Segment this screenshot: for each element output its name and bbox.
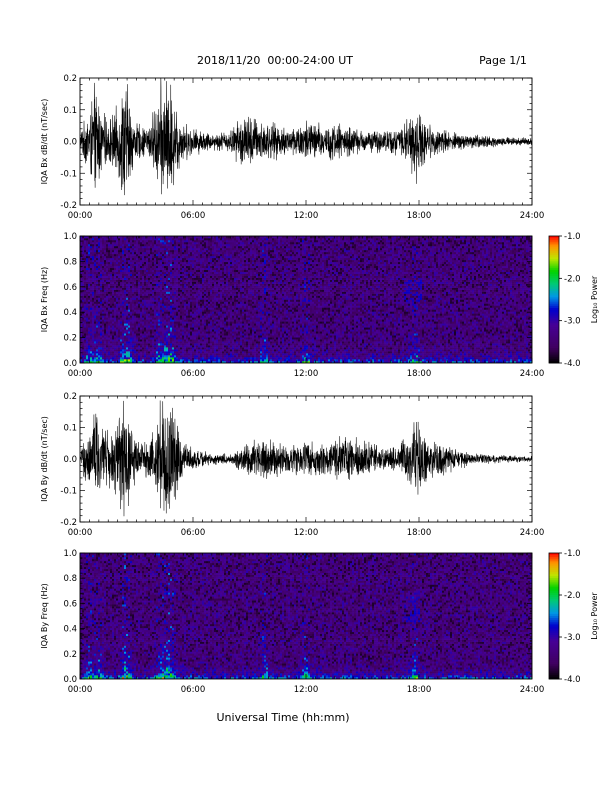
y-tick-label: -0.2 (60, 201, 77, 211)
y-axis-label: IQA By dB/dt (nT/sec) (40, 416, 49, 502)
y-tick-label: 0.0 (63, 138, 77, 148)
x-tick-label: 12:00 (294, 211, 319, 221)
colorbar-frame (548, 552, 560, 680)
colorbar: -1.0 -2.0 -3.0 -4.0 Log₁₀ Power (548, 549, 599, 685)
x-tick-label: 00:00 (68, 685, 93, 695)
colorbar-label: Log₁₀ Power (590, 592, 599, 640)
colorbar: -1.0 -2.0 -3.0 -4.0 Log₁₀ Power (548, 232, 599, 369)
y-tick-label: 0.8 (63, 257, 77, 267)
x-tick-label: 06:00 (181, 369, 206, 379)
x-tick-label: 06:00 (181, 685, 206, 695)
x-tick-label: 12:00 (294, 369, 319, 379)
x-tick-label: 06:00 (181, 528, 206, 538)
colorbar-tick-label: -2.0 (564, 274, 581, 284)
x-tick-label: 24:00 (520, 528, 545, 538)
colorbar-tick-label: -3.0 (564, 633, 581, 643)
x-tick-label: 00:00 (68, 211, 93, 221)
y-tick-label: 0.0 (63, 455, 77, 465)
colorbar-tick-label: -1.0 (564, 549, 581, 559)
y-axis-label: IQA By Freq (Hz) (40, 583, 49, 649)
colorbar-tick-label: -4.0 (564, 359, 581, 369)
y-tick-label: 0.2 (63, 650, 77, 660)
y-tick-label: 0.2 (63, 334, 77, 344)
y-tick-label: 0.2 (63, 74, 77, 84)
y-tick-label: 0.6 (63, 283, 77, 293)
y-tick-label: 0.0 (63, 675, 77, 685)
colorbar-tick-label: -3.0 (564, 317, 581, 327)
colorbar-tick-label: -2.0 (564, 591, 581, 601)
x-tick-label: 24:00 (520, 211, 545, 221)
bx-waveform-panel: 00:00 06:00 12:00 18:00 24:00 -0.2 -0.1 0.0 0.1 0… (40, 74, 544, 221)
y-axis-label: IQA Bx Freq (Hz) (40, 267, 49, 333)
colorbar-tick-label: -1.0 (564, 232, 581, 242)
page-indicator: Page 1/1 (479, 54, 527, 67)
colorbar-label: Log₁₀ Power (590, 275, 599, 323)
y-tick-label: 1.0 (63, 549, 77, 559)
x-tick-label: 00:00 (68, 528, 93, 538)
y-tick-label: -0.1 (60, 169, 77, 179)
y-tick-label: 0.8 (63, 574, 77, 584)
by-spectrogram-panel: -1.0 -2.0 -3.0 -4.0 Log₁₀ Power 00:00 06:00 12:… (40, 549, 599, 695)
y-tick-label: 0.4 (63, 625, 77, 635)
colorbar-tick-label: -4.0 (564, 675, 581, 685)
x-tick-label: 06:00 (181, 211, 206, 221)
plot-area (80, 236, 532, 363)
figure-title: 2018/11/20 00:00-24:00 UT (197, 54, 353, 67)
x-tick-label: 18:00 (407, 528, 432, 538)
y-axis-label: IQA Bx dB/dt (nT/sec) (40, 99, 49, 185)
y-tick-label: 0.2 (63, 392, 77, 402)
waveform-trace (80, 400, 532, 517)
y-tick-label: 0.1 (63, 106, 77, 116)
y-tick-label: 0.0 (63, 359, 77, 369)
y-tick-label: 1.0 (63, 232, 77, 242)
spectrogram-cells (80, 553, 532, 679)
x-tick-label: 18:00 (407, 211, 432, 221)
y-tick-label: 0.6 (63, 599, 77, 609)
y-tick-label: 0.1 (63, 424, 77, 434)
x-tick-label: 18:00 (407, 369, 432, 379)
spectrogram-cells (80, 236, 532, 363)
y-tick-label: 0.4 (63, 308, 77, 318)
colorbar-frame (548, 235, 560, 364)
y-tick-label: -0.2 (60, 518, 77, 528)
x-tick-label: 18:00 (407, 685, 432, 695)
bx-spectrogram-panel: -1.0 -2.0 -3.0 -4.0 Log₁₀ Power 00:00 06:00 12:… (40, 232, 599, 379)
x-tick-label: 12:00 (294, 528, 319, 538)
waveform-trace (80, 78, 532, 196)
y-tick-label: -0.1 (60, 487, 77, 497)
plot-area (80, 78, 532, 196)
x-tick-label: 24:00 (520, 685, 545, 695)
plot-area (80, 400, 532, 517)
x-tick-label: 24:00 (520, 369, 545, 379)
x-tick-label: 00:00 (68, 369, 93, 379)
plot-area (80, 553, 532, 679)
by-waveform-panel: 00:00 06:00 12:00 18:00 24:00 -0.2 -0.1 0.0 0.1 0… (40, 392, 544, 538)
x-axis-title: Universal Time (hh:mm) (217, 711, 350, 724)
x-tick-label: 12:00 (294, 685, 319, 695)
